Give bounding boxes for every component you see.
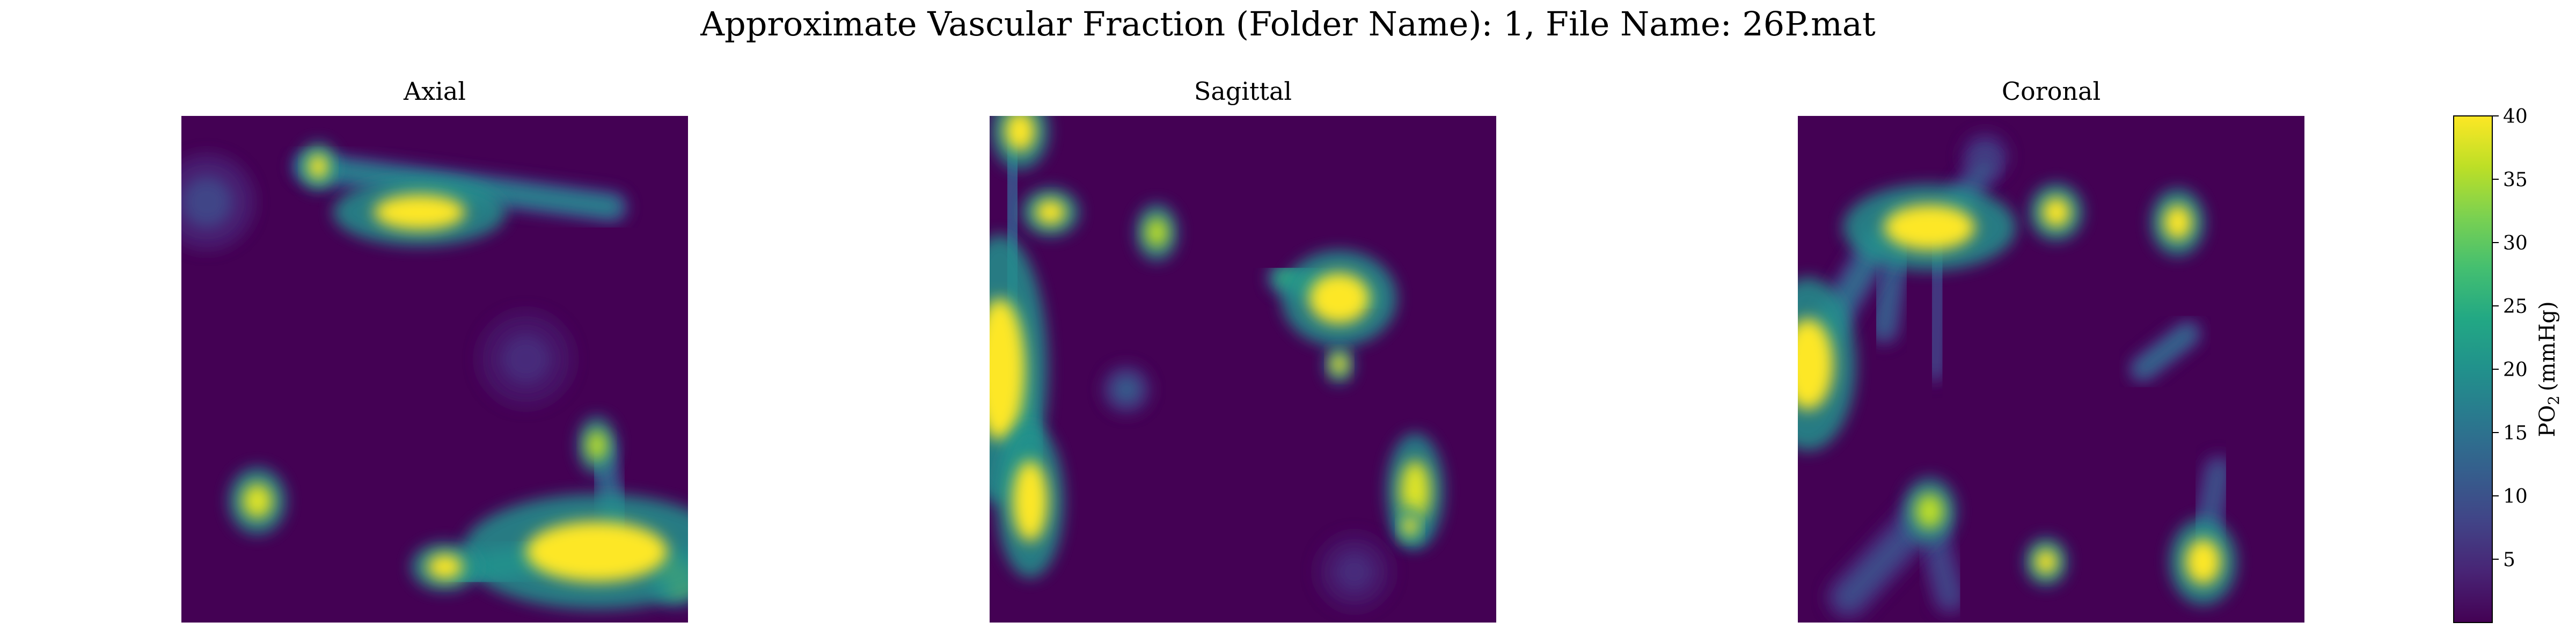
colorbar-tick-label: 10 bbox=[2503, 486, 2528, 508]
vessel-blob bbox=[525, 521, 668, 582]
vessel-blob bbox=[1145, 217, 1168, 248]
panel-title-sagittal: Sagittal bbox=[1194, 77, 1292, 106]
vessel-blob bbox=[1402, 516, 1418, 537]
heatmap-features-axial bbox=[181, 142, 688, 610]
vessel-blob bbox=[1012, 460, 1048, 541]
vessel-blob bbox=[242, 483, 273, 519]
vessel-blob bbox=[1035, 199, 1066, 225]
colorbar-gradient bbox=[2453, 115, 2493, 623]
vessel-blob bbox=[427, 554, 463, 580]
colorbar-label: PO2 (mmHg) bbox=[2535, 301, 2563, 437]
panel-title-coronal: Coronal bbox=[2002, 77, 2101, 106]
heatmap-features-sagittal bbox=[990, 116, 1444, 611]
vessel-blob bbox=[1884, 204, 1975, 251]
vessel-blob bbox=[1114, 377, 1139, 402]
heatmap-sagittal bbox=[990, 116, 1444, 611]
vessel-blob bbox=[587, 430, 607, 460]
vessel-blob bbox=[2185, 539, 2221, 585]
vessel-blob bbox=[308, 153, 328, 179]
vessel-blob bbox=[1400, 460, 1431, 522]
vessel-blob bbox=[374, 194, 465, 230]
panel-title-axial: Axial bbox=[403, 77, 466, 106]
vessel-blob bbox=[1915, 493, 1944, 529]
panel-coronal: Coronal bbox=[1798, 77, 2304, 623]
colorbar-label-main: PO bbox=[2535, 405, 2560, 437]
vessel-blob bbox=[500, 333, 552, 385]
colorbar-tick-label: 15 bbox=[2503, 422, 2528, 444]
colorbar-tick-label: 5 bbox=[2503, 549, 2515, 571]
vessel-blob bbox=[1798, 318, 1834, 410]
vessel-streak bbox=[2134, 326, 2196, 377]
colorbar-label-subscript: 2 bbox=[2545, 396, 2563, 405]
colorbar: 5 10 15 20 25 30 35 40 PO2 (mmHg) bbox=[2453, 106, 2563, 623]
figure-suptitle: Approximate Vascular Fraction (Folder Na… bbox=[700, 4, 1876, 43]
vessel-blob bbox=[2035, 549, 2058, 575]
vessel-blob bbox=[181, 177, 232, 228]
colorbar-tick-label: 25 bbox=[2503, 296, 2528, 318]
colorbar-tick-label: 40 bbox=[2503, 106, 2528, 128]
heatmap-axial bbox=[181, 142, 688, 610]
colorbar-tick-label: 20 bbox=[2503, 359, 2528, 381]
colorbar-label-unit: (mmHg) bbox=[2535, 301, 2560, 391]
vessel-blob bbox=[990, 298, 1026, 441]
panel-axial: Axial bbox=[181, 77, 688, 623]
vessel-blob bbox=[1005, 116, 1035, 152]
heatmap-features-coronal bbox=[1798, 132, 2237, 620]
vessel-blob bbox=[1308, 273, 1370, 324]
panel-sagittal: Sagittal bbox=[990, 77, 1496, 623]
colorbar-tick-label: 30 bbox=[2503, 232, 2528, 254]
vessel-blob bbox=[1331, 354, 1347, 375]
vessel-blob bbox=[2042, 197, 2070, 228]
colorbar-ticks: 5 10 15 20 25 30 35 40 bbox=[2492, 106, 2528, 571]
colorbar-tick-label: 35 bbox=[2503, 169, 2528, 191]
vessel-blob bbox=[2163, 204, 2192, 240]
heatmap-coronal bbox=[1798, 132, 2237, 620]
vessel-blob bbox=[1334, 551, 1375, 592]
